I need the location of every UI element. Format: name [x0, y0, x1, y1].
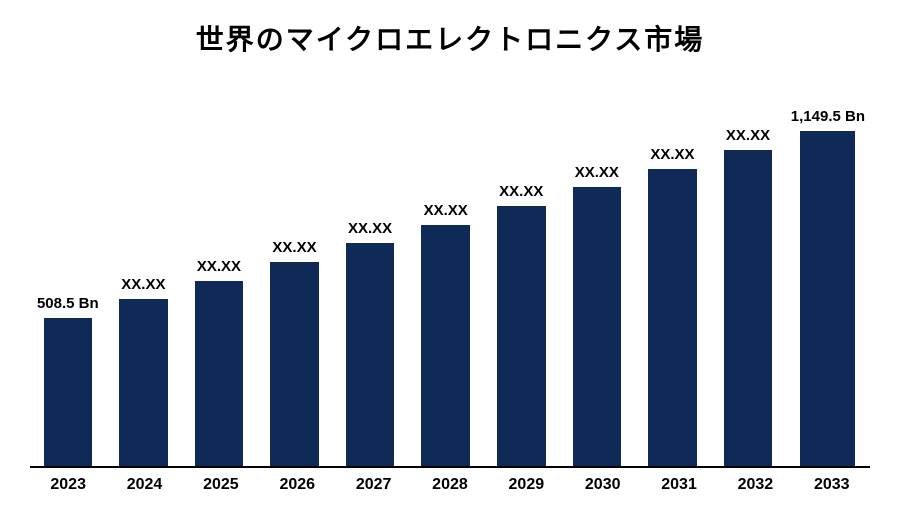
bar	[421, 225, 470, 467]
x-axis-label: 2029	[488, 476, 564, 494]
bar-value-label: XX.XX	[650, 146, 694, 163]
bar-col: XX.XX	[332, 220, 408, 466]
chart-plot: 508.5 Bn XX.XX XX.XX XX.XX XX.XX XX.XX XX.XX XX…	[30, 88, 870, 494]
bar	[270, 262, 319, 466]
bar-col: XX.XX	[559, 164, 635, 466]
bar-col: XX.XX	[106, 276, 182, 466]
bar-col: 1,149.5 Bn	[786, 108, 870, 466]
bar-col: XX.XX	[483, 183, 559, 466]
bar	[497, 206, 546, 466]
chart-title: 世界のマイクロエレクトロニクス市場	[30, 18, 870, 58]
bar	[195, 281, 244, 467]
bar-value-label: XX.XX	[272, 239, 316, 256]
bar-value-label: XX.XX	[348, 220, 392, 237]
bar-value-label: XX.XX	[499, 183, 543, 200]
bar	[648, 169, 697, 467]
x-axis-label: 2031	[641, 476, 717, 494]
x-axis-label: 2023	[30, 476, 106, 494]
x-axis-label: 2027	[335, 476, 411, 494]
bar	[119, 299, 168, 466]
bar-col: XX.XX	[181, 258, 257, 467]
bar-value-label: 1,149.5 Bn	[791, 108, 865, 125]
bar	[44, 318, 93, 466]
bar-value-label: XX.XX	[575, 164, 619, 181]
bar-value-label: XX.XX	[197, 258, 241, 275]
x-axis-label: 2032	[717, 476, 793, 494]
x-axis-label: 2024	[106, 476, 182, 494]
x-axis-label: 2026	[259, 476, 335, 494]
bar	[724, 150, 773, 466]
bar-value-label: XX.XX	[424, 202, 468, 219]
bar	[800, 131, 855, 466]
bar-col: XX.XX	[257, 239, 333, 466]
bar-col: XX.XX	[710, 127, 786, 466]
x-axis-labels: 2023202420252026202720282029203020312032…	[30, 476, 870, 494]
bar	[346, 243, 395, 466]
bar-value-label: XX.XX	[121, 276, 165, 293]
bar-value-label: XX.XX	[726, 127, 770, 144]
x-axis-label: 2030	[565, 476, 641, 494]
x-axis-label: 2028	[412, 476, 488, 494]
bar-value-label: 508.5 Bn	[37, 295, 99, 312]
x-axis-label: 2033	[794, 476, 870, 494]
chart-container: 世界のマイクロエレクトロニクス市場 508.5 Bn XX.XX XX.XX XX.X…	[0, 0, 900, 525]
bar-col: XX.XX	[408, 202, 484, 467]
x-axis-label: 2025	[183, 476, 259, 494]
bars-row: 508.5 Bn XX.XX XX.XX XX.XX XX.XX XX.XX XX.XX XX…	[30, 88, 870, 468]
bar	[573, 187, 622, 466]
bar-col: XX.XX	[635, 146, 711, 467]
bar-col: 508.5 Bn	[30, 295, 106, 466]
